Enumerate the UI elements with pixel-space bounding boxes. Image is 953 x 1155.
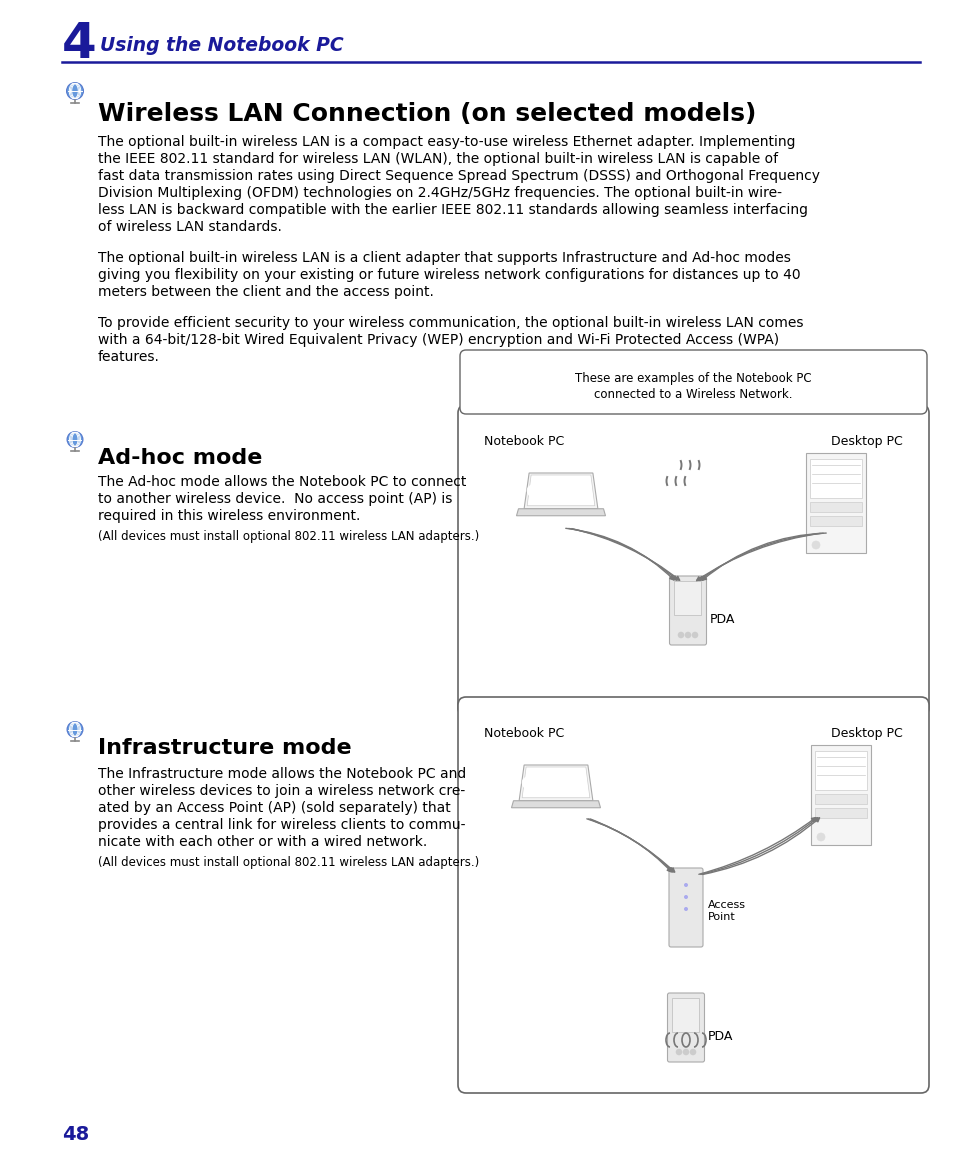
Text: giving you flexibility on your existing or future wireless network configuration: giving you flexibility on your existing …	[98, 268, 800, 282]
Circle shape	[67, 431, 84, 448]
Polygon shape	[518, 765, 592, 800]
Text: other wireless devices to join a wireless network cre-: other wireless devices to join a wireles…	[98, 784, 465, 798]
Text: ated by an Access Point (AP) (sold separately) that: ated by an Access Point (AP) (sold separ…	[98, 802, 450, 815]
Text: Access
Point: Access Point	[707, 900, 745, 923]
Circle shape	[68, 722, 82, 737]
Text: with a 64-bit/128-bit Wired Equivalent Privacy (WEP) encryption and Wi-Fi Protec: with a 64-bit/128-bit Wired Equivalent P…	[98, 333, 779, 346]
Circle shape	[682, 1049, 688, 1055]
Circle shape	[521, 777, 534, 789]
Circle shape	[67, 83, 83, 99]
Circle shape	[676, 1049, 681, 1055]
Text: These are examples of the Notebook PC: These are examples of the Notebook PC	[575, 372, 811, 385]
Text: Notebook PC: Notebook PC	[483, 726, 563, 740]
Circle shape	[66, 82, 84, 100]
FancyBboxPatch shape	[667, 993, 703, 1061]
Text: The Infrastructure mode allows the Notebook PC and: The Infrastructure mode allows the Noteb…	[98, 767, 466, 781]
Text: Wireless LAN Connection (on selected models): Wireless LAN Connection (on selected mod…	[98, 102, 756, 126]
Circle shape	[683, 884, 687, 887]
Polygon shape	[527, 475, 595, 506]
Text: Notebook PC: Notebook PC	[483, 435, 563, 448]
Text: Desktop PC: Desktop PC	[830, 726, 902, 740]
Text: to another wireless device.  No access point (AP) is: to another wireless device. No access po…	[98, 492, 452, 506]
Circle shape	[689, 1049, 696, 1055]
Text: Division Multiplexing (OFDM) technologies on 2.4GHz/5GHz frequencies. The option: Division Multiplexing (OFDM) technologie…	[98, 186, 781, 200]
FancyBboxPatch shape	[459, 350, 926, 413]
Text: (All devices must install optional 802.11 wireless LAN adapters.): (All devices must install optional 802.1…	[98, 856, 478, 869]
Text: provides a central link for wireless clients to commu-: provides a central link for wireless cli…	[98, 818, 465, 832]
Text: of wireless LAN standards.: of wireless LAN standards.	[98, 219, 281, 234]
FancyBboxPatch shape	[457, 696, 928, 1093]
Text: fast data transmission rates using Direct Sequence Spread Spectrum (DSSS) and Or: fast data transmission rates using Direc…	[98, 169, 820, 182]
Text: 4: 4	[62, 20, 96, 68]
Text: PDA: PDA	[709, 613, 735, 626]
Text: The optional built-in wireless LAN is a compact easy-to-use wireless Ethernet ad: The optional built-in wireless LAN is a …	[98, 135, 795, 149]
Text: connected to a Wireless Network.: connected to a Wireless Network.	[594, 388, 792, 401]
Text: less LAN is backward compatible with the earlier IEEE 802.11 standards allowing : less LAN is backward compatible with the…	[98, 203, 807, 217]
Text: Infrastructure mode: Infrastructure mode	[98, 738, 352, 758]
Text: Using the Notebook PC: Using the Notebook PC	[100, 36, 343, 55]
FancyBboxPatch shape	[814, 751, 866, 790]
Text: (All devices must install optional 802.11 wireless LAN adapters.): (All devices must install optional 802.1…	[98, 530, 478, 543]
Text: nicate with each other or with a wired network.: nicate with each other or with a wired n…	[98, 835, 427, 849]
Polygon shape	[511, 800, 599, 807]
Circle shape	[67, 721, 84, 738]
Circle shape	[684, 632, 690, 638]
FancyBboxPatch shape	[814, 793, 866, 804]
Circle shape	[691, 632, 698, 638]
Polygon shape	[521, 767, 589, 798]
Circle shape	[683, 895, 687, 899]
Polygon shape	[516, 508, 605, 516]
FancyBboxPatch shape	[809, 502, 862, 512]
FancyBboxPatch shape	[669, 576, 706, 644]
Circle shape	[816, 833, 824, 841]
FancyBboxPatch shape	[814, 808, 866, 818]
FancyBboxPatch shape	[672, 998, 699, 1031]
Circle shape	[811, 541, 820, 549]
Text: Desktop PC: Desktop PC	[830, 435, 902, 448]
Text: The Ad-hoc mode allows the Notebook PC to connect: The Ad-hoc mode allows the Notebook PC t…	[98, 475, 466, 489]
Text: the IEEE 802.11 standard for wireless LAN (WLAN), the optional built-in wireless: the IEEE 802.11 standard for wireless LA…	[98, 152, 778, 166]
Text: features.: features.	[98, 350, 160, 364]
Text: required in this wireless environment.: required in this wireless environment.	[98, 509, 360, 523]
FancyBboxPatch shape	[668, 869, 702, 947]
Text: meters between the client and the access point.: meters between the client and the access…	[98, 285, 434, 299]
Text: The optional built-in wireless LAN is a client adapter that supports Infrastruct: The optional built-in wireless LAN is a …	[98, 251, 790, 264]
FancyBboxPatch shape	[809, 516, 862, 526]
FancyBboxPatch shape	[805, 453, 865, 553]
Polygon shape	[523, 474, 598, 508]
FancyBboxPatch shape	[457, 405, 928, 716]
Circle shape	[678, 632, 683, 638]
Circle shape	[68, 432, 82, 447]
FancyBboxPatch shape	[674, 581, 700, 614]
Text: PDA: PDA	[707, 1030, 733, 1043]
Text: Ad-hoc mode: Ad-hoc mode	[98, 448, 262, 468]
Text: To provide efficient security to your wireless communication, the optional built: To provide efficient security to your wi…	[98, 316, 802, 330]
Text: 48: 48	[62, 1125, 90, 1143]
FancyBboxPatch shape	[809, 459, 862, 498]
Circle shape	[683, 907, 687, 911]
Circle shape	[527, 485, 538, 497]
FancyBboxPatch shape	[810, 745, 870, 845]
